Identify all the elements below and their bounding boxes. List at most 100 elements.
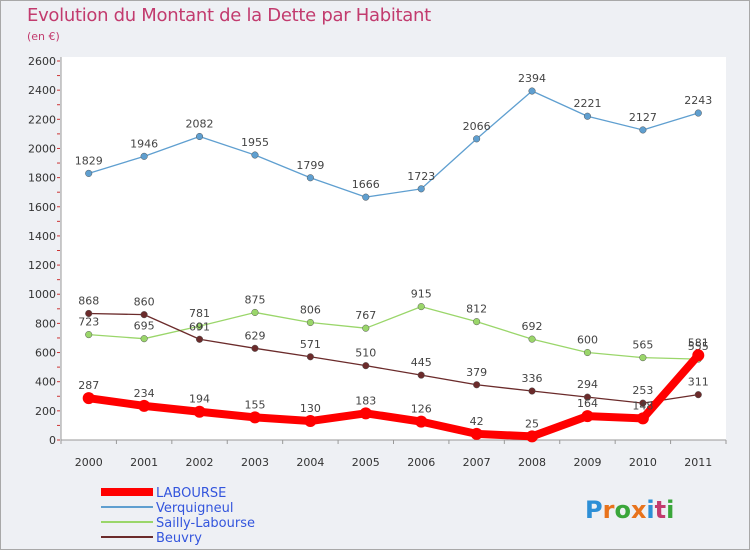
- data-point: [526, 430, 539, 443]
- data-point: [140, 311, 148, 319]
- data-label: 311: [688, 376, 709, 389]
- data-label: 1946: [130, 137, 158, 150]
- y-tick-label: 0: [49, 434, 56, 447]
- y-tick-label: 1200: [28, 259, 56, 272]
- data-point: [583, 112, 592, 120]
- data-point: [251, 151, 259, 159]
- brand-letter: o: [614, 496, 631, 524]
- series-line: [88, 312, 699, 404]
- x-tick-label: 2003: [241, 456, 269, 469]
- data-label: 868: [78, 294, 99, 307]
- data-label: 130: [300, 402, 321, 415]
- data-label: 253: [632, 384, 653, 397]
- data-label: 692: [522, 320, 543, 333]
- data-point: [639, 399, 647, 407]
- x-tick-label: 2000: [75, 456, 103, 469]
- data-point: [193, 405, 206, 418]
- data-point: [251, 344, 259, 352]
- data-label: 629: [244, 329, 265, 342]
- x-tick-label: 2011: [684, 456, 712, 469]
- brand-letter: t: [655, 496, 666, 524]
- chart-subtitle: (en €): [27, 30, 60, 43]
- data-point: [639, 126, 647, 134]
- data-label: 148: [632, 399, 653, 412]
- y-tick-label: 400: [35, 376, 56, 389]
- x-tick-label: 2006: [407, 456, 435, 469]
- data-label: 860: [134, 296, 155, 309]
- brand-letter: r: [603, 496, 615, 524]
- data-label: 445: [411, 356, 432, 369]
- brand-letter: P: [585, 496, 603, 524]
- data-label: 2394: [518, 72, 546, 85]
- brand-logo: Proxiti: [585, 496, 674, 524]
- data-label: 1955: [241, 136, 269, 149]
- data-point: [417, 303, 425, 311]
- x-tick-label: 2002: [186, 456, 214, 469]
- plot-area: [61, 57, 726, 440]
- data-point: [304, 415, 317, 428]
- data-label: 336: [522, 372, 543, 385]
- data-point: [195, 335, 204, 343]
- data-point: [195, 132, 204, 141]
- data-label: 691: [189, 320, 210, 333]
- data-label: 2221: [573, 97, 601, 110]
- data-label: 25: [525, 417, 539, 430]
- data-label: 1723: [407, 170, 435, 183]
- series-line: [88, 305, 699, 360]
- data-point: [694, 391, 702, 399]
- x-tick-label: 2004: [296, 456, 324, 469]
- x-tick-label: 2007: [463, 456, 491, 469]
- data-point: [473, 135, 481, 143]
- data-label: 781: [189, 307, 210, 320]
- x-tick-label: 2010: [629, 456, 657, 469]
- data-point: [417, 185, 425, 193]
- data-point: [639, 354, 647, 362]
- data-point: [581, 410, 594, 423]
- y-tick-label: 2400: [28, 84, 56, 97]
- data-label: 875: [244, 293, 265, 306]
- data-point: [138, 399, 151, 412]
- data-point: [85, 331, 93, 339]
- data-label: 1799: [296, 159, 324, 172]
- data-point: [473, 381, 481, 389]
- brand-letter: i: [646, 496, 654, 524]
- y-tick-label: 1600: [28, 201, 56, 214]
- chart-title: Evolution du Montant de la Dette par Hab…: [27, 5, 431, 26]
- data-point: [473, 318, 481, 326]
- data-label: 555: [688, 340, 709, 353]
- data-point: [306, 318, 314, 327]
- y-tick-label: 1800: [28, 172, 56, 185]
- y-tick-label: 2600: [28, 55, 56, 68]
- series-line: [84, 351, 703, 441]
- data-point: [306, 174, 314, 182]
- data-label: 183: [355, 394, 376, 407]
- data-point: [195, 322, 204, 330]
- data-point: [362, 324, 370, 332]
- data-label: 2082: [186, 118, 214, 131]
- y-tick-label: 1000: [28, 288, 56, 301]
- y-tick-label: 600: [35, 347, 56, 360]
- data-point: [85, 169, 93, 177]
- x-tick-label: 2001: [130, 456, 158, 469]
- x-tick-label: 2009: [573, 456, 601, 469]
- data-label: 287: [78, 379, 99, 392]
- data-label: 126: [411, 403, 432, 416]
- data-label: 164: [577, 397, 598, 410]
- data-label: 2243: [684, 94, 712, 107]
- x-tick-label: 2008: [518, 456, 546, 469]
- data-label: 812: [466, 303, 487, 316]
- data-label: 767: [355, 309, 376, 322]
- data-label: 915: [411, 288, 432, 301]
- data-point: [583, 348, 592, 357]
- data-point: [85, 309, 93, 318]
- brand-letter: i: [666, 496, 674, 524]
- y-tick-label: 200: [35, 405, 56, 418]
- legend-label: Verquigneul: [156, 501, 233, 516]
- data-label: 1829: [75, 154, 103, 167]
- data-point: [362, 362, 370, 370]
- legend-label: Sailly-Labourse: [156, 516, 255, 531]
- data-point: [82, 392, 95, 405]
- data-point: [140, 152, 148, 160]
- data-label: 600: [577, 334, 598, 347]
